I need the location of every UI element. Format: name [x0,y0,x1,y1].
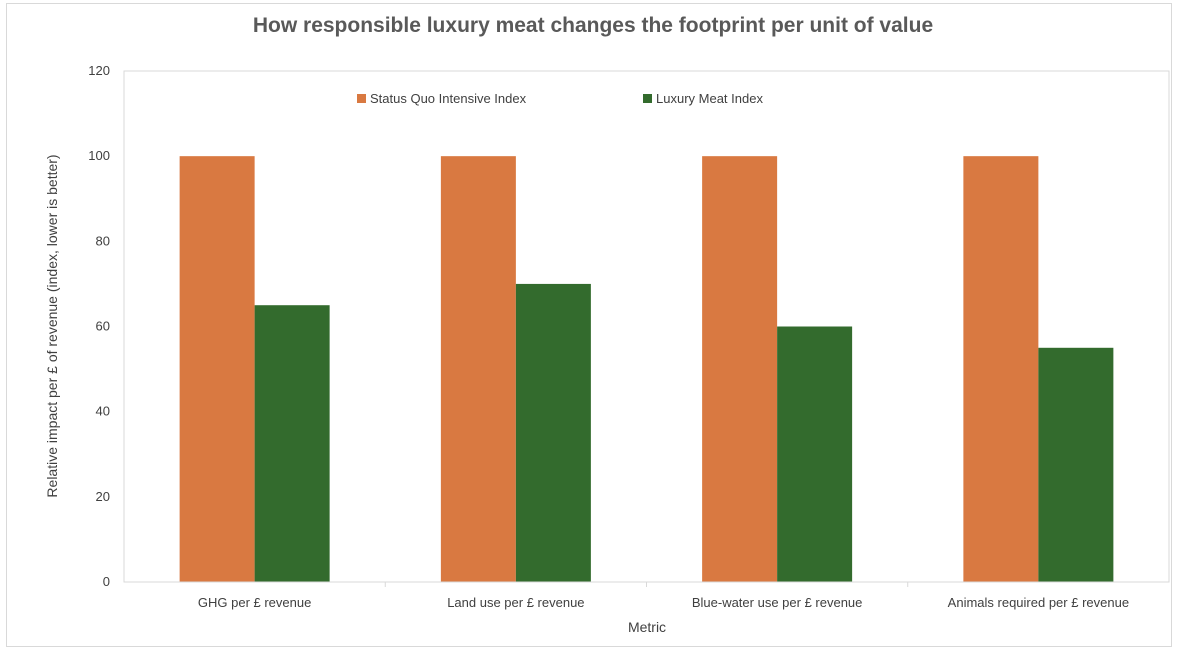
x-tick-label: Land use per £ revenue [447,595,584,610]
y-tick-label: 20 [96,489,110,504]
y-tick-label: 0 [103,574,110,589]
bar-luxury-meat [777,326,853,582]
legend-label: Luxury Meat Index [656,91,763,106]
bar-status-quo [963,156,1039,582]
x-axis-title: Metric [628,619,666,635]
y-axis-title: Relative impact per £ of revenue (index,… [44,154,60,497]
x-tick-label: Blue-water use per £ revenue [692,595,863,610]
y-tick-label: 120 [88,63,110,78]
legend-swatch [643,94,652,103]
y-tick-label: 60 [96,319,110,334]
y-tick-label: 40 [96,404,110,419]
x-tick-label: GHG per £ revenue [198,595,311,610]
bar-luxury-meat [254,305,330,582]
chart-title: How responsible luxury meat changes the … [253,14,933,37]
bar-luxury-meat [515,283,591,582]
bar-luxury-meat [1038,347,1114,582]
y-tick-label: 100 [88,148,110,163]
y-tick-label: 80 [96,233,110,248]
bar-status-quo [440,156,516,582]
bar-status-quo [702,156,778,582]
legend-label: Status Quo Intensive Index [370,91,527,106]
x-tick-label: Animals required per £ revenue [948,595,1129,610]
bar-status-quo [179,156,255,582]
legend-swatch [357,94,366,103]
